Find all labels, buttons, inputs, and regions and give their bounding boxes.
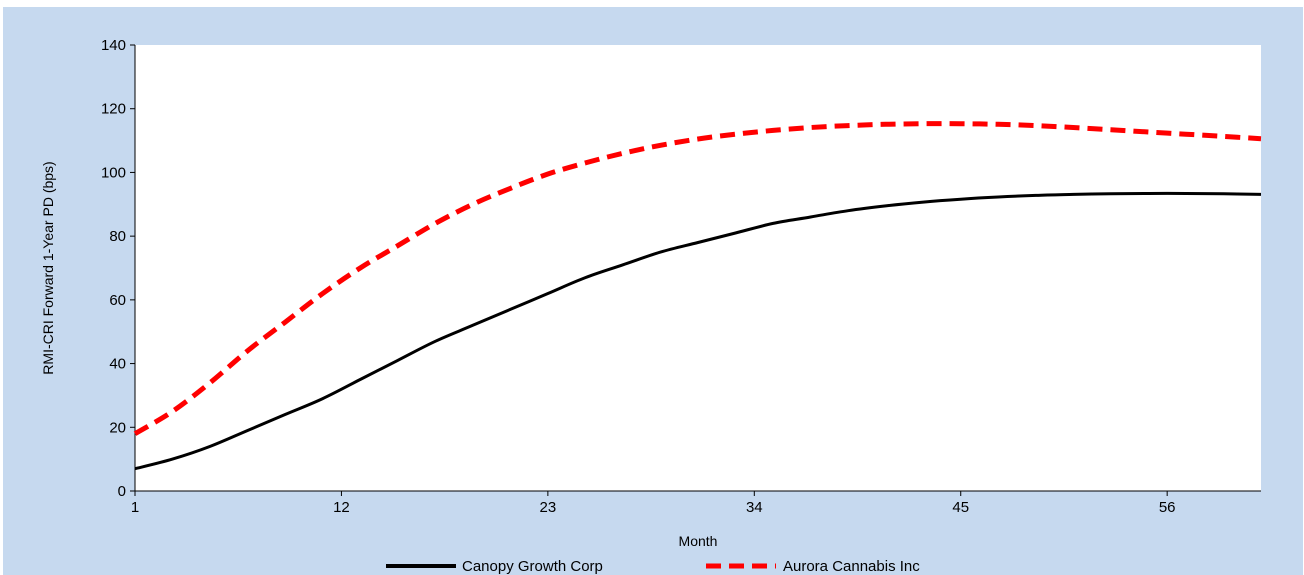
y-tick-label: 20 — [109, 419, 126, 436]
y-tick-label: 0 — [118, 483, 126, 500]
series-line-canopy-growth-corp — [134, 191, 1262, 471]
legend-label-aurora-cannabis-inc: Aurora Cannabis Inc — [783, 558, 920, 575]
x-tick-label: 12 — [333, 499, 350, 516]
y-tick-label: 100 — [101, 164, 126, 181]
legend-label-canopy-growth-corp: Canopy Growth Corp — [462, 558, 603, 575]
chart-svg: 0 20 40 60 80 100 120 140 1 12 23 34 45 56 RMI-CRI F… — [40, 37, 1262, 575]
x-tick-label: 34 — [746, 499, 763, 516]
series-line-aurora-cannabis-inc — [133, 121, 1262, 436]
series-layer — [133, 121, 1262, 471]
y-axis-title: RMI-CRI Forward 1-Year PD (bps) — [40, 161, 56, 374]
y-tick-label: 140 — [101, 37, 126, 54]
y-ticks: 0 20 40 60 80 100 120 140 — [101, 37, 135, 500]
x-tick-label: 23 — [540, 499, 557, 516]
x-ticks: 1 12 23 34 45 56 — [131, 491, 1176, 516]
x-axis-title: Month — [679, 533, 718, 549]
plot-area — [135, 45, 1261, 491]
x-tick-label: 1 — [131, 499, 139, 516]
y-tick-label: 120 — [101, 101, 126, 118]
legend: Canopy Growth Corp Aurora Cannabis Inc — [386, 558, 920, 575]
y-tick-label: 80 — [109, 228, 126, 245]
y-tick-label: 60 — [109, 292, 126, 309]
x-tick-label: 56 — [1159, 499, 1176, 516]
x-tick-label: 45 — [952, 499, 969, 516]
y-tick-label: 40 — [109, 356, 126, 373]
chart-frame: 0 20 40 60 80 100 120 140 1 12 23 34 45 56 RMI-CRI F… — [3, 7, 1303, 575]
